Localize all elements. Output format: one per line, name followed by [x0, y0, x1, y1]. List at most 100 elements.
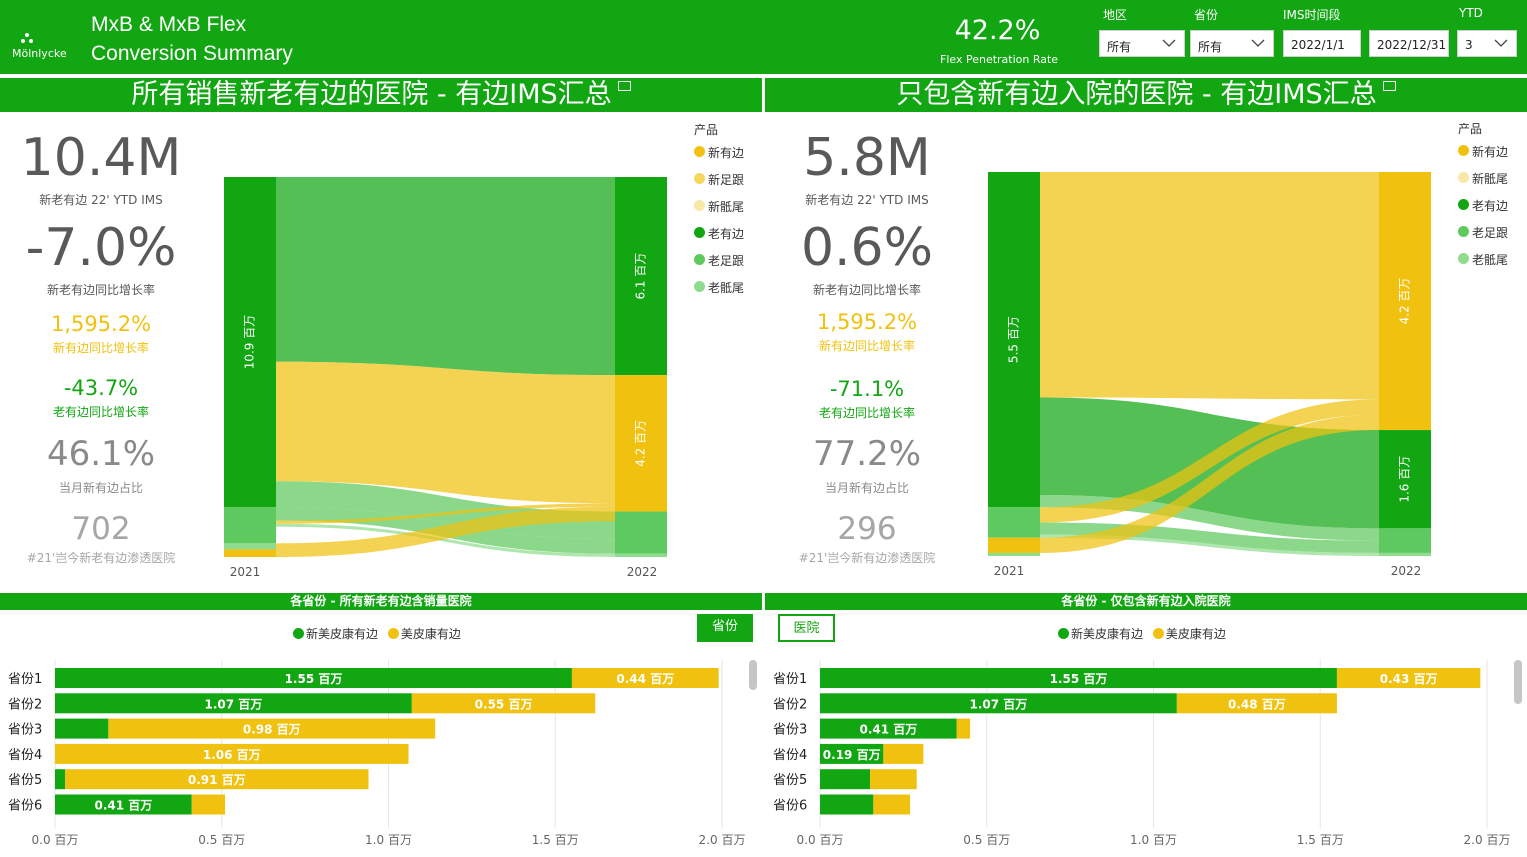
sankey-node-2022	[1379, 528, 1431, 553]
bar-segment	[1336, 668, 1481, 688]
right-kpi-old-growth: -71.1% 老有边同比增长率	[772, 379, 962, 421]
kpi-label: 老有边同比增长率	[52, 405, 149, 419]
sankey-node-2021	[988, 552, 1040, 556]
region-dropdown[interactable]: 所有	[1099, 30, 1185, 57]
right-scrollbar-thumb[interactable]	[1514, 660, 1522, 704]
legend-item[interactable]: 新足跟	[694, 171, 744, 198]
bar-segment	[820, 668, 1337, 688]
legend-label: 老骶尾	[1472, 253, 1509, 267]
bar-data-label: 0.41 百万	[859, 723, 917, 737]
legend-item[interactable]: 老骶尾	[1458, 251, 1508, 278]
bar-category-label: 省份2	[8, 697, 42, 712]
sankey-node-label: 1.6 百万	[1398, 456, 1412, 503]
left-kpi-ims: 10.4M 新老有边 22' YTD IMS	[6, 132, 196, 208]
bar-data-label: 0.19 百万	[823, 748, 881, 762]
kpi-value: -43.7%	[63, 376, 139, 400]
sankey-flow	[276, 506, 615, 550]
left-bar-title: 各省份 - 所有新老有边含销量医院	[0, 593, 762, 610]
bar-data-label: 0.43 百万	[1380, 672, 1438, 686]
kpi-value: 1,595.2%	[816, 310, 918, 334]
legend-label: 新骶尾	[708, 200, 745, 214]
left-kpi-new-growth: 1,595.2% 新有边同比增长率	[6, 314, 196, 356]
province-filter-label: 省份	[1194, 8, 1219, 22]
bar-x-tick: 1.5 百万	[1297, 833, 1344, 847]
left-scrollbar-thumb[interactable]	[749, 660, 757, 690]
bar-segment	[191, 794, 226, 815]
legend-label: 美皮康有边	[1165, 627, 1226, 641]
kpi-label: 新有边同比增长率	[52, 341, 149, 355]
app-title-line1: MxB & MxB Flex	[91, 13, 247, 36]
ytd-filter-label: YTD	[1459, 6, 1483, 20]
hospital-toggle-button[interactable]: 医院	[778, 614, 835, 642]
bar-segment	[108, 718, 436, 739]
legend-item[interactable]: 老骶尾	[694, 279, 744, 306]
comment-icon[interactable]	[1382, 81, 1396, 91]
chevron-down-icon	[1494, 39, 1508, 47]
sankey-flow	[276, 177, 615, 376]
flex-penetration-label: Flex Penetration Rate	[940, 53, 1059, 66]
bar-category-label: 省份3	[773, 723, 807, 738]
right-kpi-hospitals: 296 #21'岂今新有边渗透医院	[772, 514, 962, 566]
legend-dot	[293, 628, 304, 639]
bar-data-label: 0.48 百万	[1228, 697, 1286, 711]
left-sankey-chart: 10.9 百万 6.1 百万 4.2 百万 2021 2022	[224, 177, 667, 579]
sankey-axis-label: 2022	[627, 565, 658, 579]
kpi-label: 新老有边同比增长率	[812, 283, 921, 297]
left-kpi-old-growth: -43.7% 老有边同比增长率	[6, 378, 196, 420]
kpi-value: 77.2%	[812, 434, 921, 474]
sankey-flow	[1040, 414, 1379, 553]
legend-dot	[1458, 145, 1469, 156]
sankey-node-2022	[615, 511, 667, 554]
sankey-node-2022	[1379, 172, 1431, 431]
kpi-label: 当月新有边占比	[824, 481, 909, 495]
legend-item[interactable]: 新骶尾	[1458, 170, 1508, 197]
province-dropdown[interactable]: 所有	[1190, 30, 1274, 57]
province-toggle-button[interactable]: 省份	[697, 614, 753, 642]
legend-item[interactable]: 老足跟	[694, 252, 744, 279]
legend-dot	[387, 628, 399, 639]
legend-dot	[1458, 199, 1469, 210]
legend-label: 老骶尾	[708, 281, 745, 295]
legend-item[interactable]: 新有边	[1458, 143, 1508, 170]
right-bar-chart: 0.0 百万 0.5 百万 1.0 百万 1.5 百万 2.0 百万 省份1 1.55 百万…	[773, 660, 1510, 847]
bar-x-tick: 1.0 百万	[365, 833, 412, 847]
legend-label: 新骶尾	[1472, 172, 1509, 186]
kpi-label: 新老有边 22' YTD IMS	[39, 193, 163, 207]
right-kpi-share: 77.2% 当月新有边占比	[772, 437, 962, 496]
bar-data-label: 1.55 百万	[1050, 672, 1108, 686]
sankey-node-2021	[988, 507, 1040, 538]
sankey-flow	[276, 513, 615, 557]
legend-dot	[1152, 628, 1164, 639]
legend-item[interactable]: 老有边	[1458, 197, 1508, 224]
bar-data-label: 0.98 百万	[243, 723, 301, 737]
legend-item[interactable]: 老有边	[694, 225, 744, 252]
legend-item[interactable]: 老足跟	[1458, 224, 1508, 251]
legend-dot	[694, 173, 705, 184]
legend-dot	[694, 254, 705, 265]
right-sankey-chart: 5.5 百万 1.6 百万 4.2 百万 2021 2022	[988, 172, 1431, 578]
ims-start-date-input[interactable]: 2022/1/1	[1283, 30, 1361, 57]
kpi-value: 0.6%	[800, 218, 934, 278]
bar-data-label: 0.91 百万	[188, 773, 246, 787]
kpi-value: 46.1%	[46, 434, 155, 474]
kpi-label: #21'岂今新有边渗透医院	[798, 551, 936, 565]
legend-label: 老足跟	[708, 254, 745, 268]
molnlycke-logo: Mölnlycke	[12, 32, 76, 66]
bar-x-tick: 2.0 百万	[699, 833, 746, 847]
ytd-dropdown[interactable]: 3	[1457, 30, 1517, 57]
legend-item[interactable]: 新骶尾	[694, 198, 744, 225]
bar-category-label: 省份4	[8, 748, 42, 763]
ims-end-date-input[interactable]: 2022/12/31	[1369, 30, 1449, 57]
sankey-flow	[1040, 399, 1379, 523]
legend-dot	[1058, 628, 1069, 639]
comment-icon[interactable]	[617, 81, 631, 91]
sankey-flow	[1040, 552, 1379, 557]
bar-segment	[820, 718, 957, 739]
bar-category-label: 省份1	[8, 672, 42, 687]
sankey-node-2021	[224, 543, 276, 550]
sankey-node-2022	[615, 553, 667, 557]
right-sankey-legend: 产品 新有边 新骶尾 老有边 老足跟 老骶尾	[1458, 120, 1508, 278]
legend-label: 老有边	[708, 227, 745, 241]
bar-segment	[55, 769, 66, 790]
legend-item[interactable]: 新有边	[694, 144, 744, 171]
